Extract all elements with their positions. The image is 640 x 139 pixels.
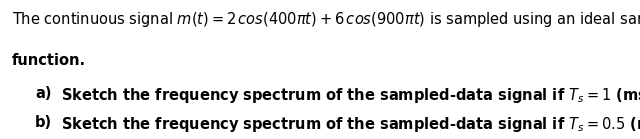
Text: function.: function. <box>12 53 86 68</box>
Text: Sketch the frequency spectrum of the sampled-data signal if $T_s = 1$ (ms).: Sketch the frequency spectrum of the sam… <box>61 86 640 105</box>
Text: Sketch the frequency spectrum of the sampled-data signal if $T_s = 0.5$ (ms).: Sketch the frequency spectrum of the sam… <box>61 115 640 134</box>
Text: a): a) <box>35 86 52 101</box>
Text: The continuous signal $m(t) = 2\,cos(400\pi t) + 6\,cos(900\pi t)$ is sampled us: The continuous signal $m(t) = 2\,cos(400… <box>12 10 640 29</box>
Text: b): b) <box>35 115 52 130</box>
